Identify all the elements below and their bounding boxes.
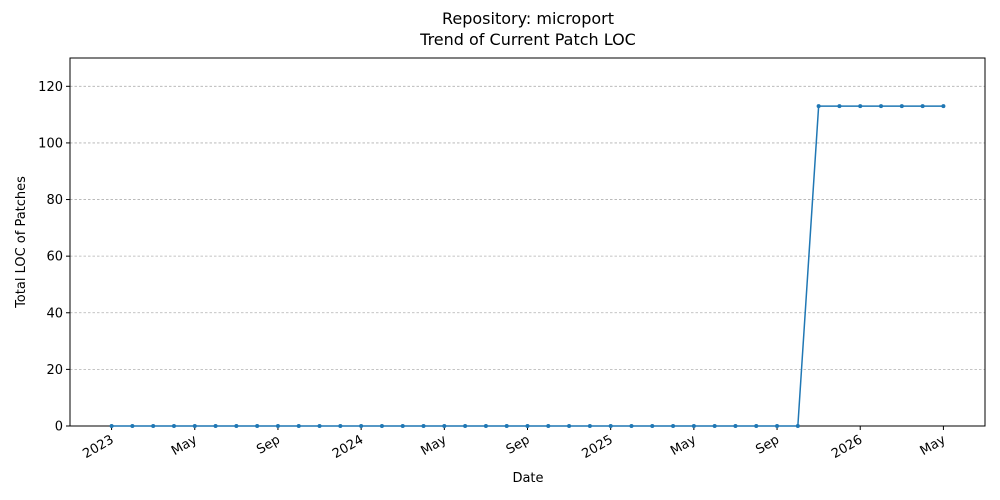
point bbox=[296, 424, 301, 428]
y-tick-label: 100 bbox=[38, 136, 63, 151]
point bbox=[608, 424, 613, 428]
point bbox=[858, 104, 863, 109]
point bbox=[920, 104, 925, 109]
point bbox=[379, 424, 384, 428]
point bbox=[650, 424, 655, 428]
point bbox=[733, 424, 738, 428]
point bbox=[151, 424, 156, 428]
point bbox=[317, 424, 322, 428]
y-tick-label: 80 bbox=[46, 193, 63, 208]
y-tick-label: 20 bbox=[46, 363, 63, 378]
point bbox=[234, 424, 239, 428]
point bbox=[629, 424, 634, 428]
point bbox=[795, 424, 800, 428]
x-tick-label: May bbox=[668, 432, 699, 459]
y-axis-label: Total LOC of Patches bbox=[14, 176, 29, 309]
point bbox=[879, 104, 884, 109]
y-tick-label: 60 bbox=[46, 250, 63, 265]
point bbox=[255, 424, 260, 428]
x-tick-label: May bbox=[419, 432, 450, 459]
point bbox=[400, 424, 405, 428]
x-tick-label: May bbox=[918, 432, 949, 459]
point bbox=[587, 424, 592, 428]
chart-title: Repository: microport bbox=[442, 9, 614, 28]
x-tick-label: 2026 bbox=[829, 432, 865, 462]
point bbox=[463, 424, 468, 428]
y-tick-label: 40 bbox=[46, 306, 63, 321]
point bbox=[504, 424, 509, 428]
point bbox=[483, 424, 488, 428]
point bbox=[941, 104, 946, 109]
y-tick-label: 120 bbox=[38, 80, 63, 95]
point bbox=[525, 424, 530, 428]
point bbox=[712, 424, 717, 428]
point bbox=[754, 424, 759, 428]
point bbox=[192, 424, 197, 428]
point bbox=[837, 104, 842, 109]
x-tick-label: Sep bbox=[753, 432, 782, 457]
x-tick-label: 2023 bbox=[80, 432, 116, 462]
point bbox=[421, 424, 426, 428]
x-tick-label: May bbox=[169, 432, 200, 459]
y-tick-label: 0 bbox=[55, 420, 63, 435]
point bbox=[171, 424, 176, 428]
point bbox=[671, 424, 676, 428]
x-tick-label: Sep bbox=[504, 432, 533, 457]
point bbox=[816, 104, 821, 109]
point bbox=[359, 424, 364, 428]
x-tick-label: 2024 bbox=[330, 432, 366, 462]
point bbox=[546, 424, 551, 428]
point bbox=[338, 424, 343, 428]
x-tick-label: Sep bbox=[254, 432, 283, 457]
point bbox=[442, 424, 447, 428]
x-axis-label: Date bbox=[512, 471, 543, 486]
point bbox=[109, 424, 114, 428]
point bbox=[275, 424, 280, 428]
plot-frame bbox=[69, 57, 986, 427]
x-tick-label: 2025 bbox=[580, 432, 616, 462]
point bbox=[213, 424, 218, 428]
point bbox=[130, 424, 135, 428]
chart-subtitle: Trend of Current Patch LOC bbox=[419, 30, 636, 49]
point bbox=[899, 104, 904, 109]
point bbox=[567, 424, 572, 428]
line bbox=[111, 105, 944, 427]
point bbox=[775, 424, 780, 428]
point bbox=[691, 424, 696, 428]
